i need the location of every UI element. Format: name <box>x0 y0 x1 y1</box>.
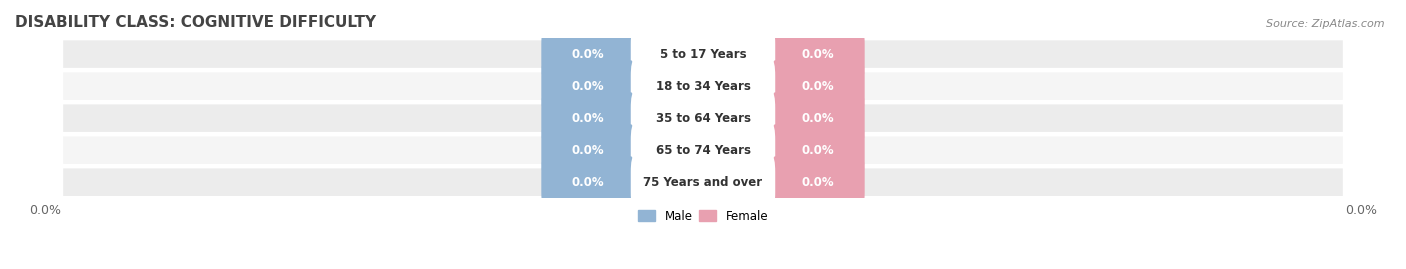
FancyBboxPatch shape <box>541 60 634 112</box>
Legend: Male, Female: Male, Female <box>633 205 773 228</box>
FancyBboxPatch shape <box>631 124 775 176</box>
Text: Source: ZipAtlas.com: Source: ZipAtlas.com <box>1267 19 1385 29</box>
Text: 0.0%: 0.0% <box>801 80 835 93</box>
FancyBboxPatch shape <box>541 156 634 208</box>
Text: 0.0%: 0.0% <box>571 176 605 189</box>
FancyBboxPatch shape <box>63 72 1343 100</box>
FancyBboxPatch shape <box>631 60 775 112</box>
FancyBboxPatch shape <box>631 156 775 208</box>
FancyBboxPatch shape <box>541 92 634 144</box>
Text: 75 Years and over: 75 Years and over <box>644 176 762 189</box>
Text: 0.0%: 0.0% <box>801 48 835 61</box>
FancyBboxPatch shape <box>631 92 775 144</box>
Text: 5 to 17 Years: 5 to 17 Years <box>659 48 747 61</box>
Text: 65 to 74 Years: 65 to 74 Years <box>655 144 751 157</box>
FancyBboxPatch shape <box>772 124 865 176</box>
Text: 0.0%: 0.0% <box>28 204 60 217</box>
FancyBboxPatch shape <box>772 28 865 80</box>
Text: 0.0%: 0.0% <box>571 144 605 157</box>
FancyBboxPatch shape <box>63 40 1343 68</box>
Text: 0.0%: 0.0% <box>801 144 835 157</box>
Text: DISABILITY CLASS: COGNITIVE DIFFICULTY: DISABILITY CLASS: COGNITIVE DIFFICULTY <box>15 15 377 30</box>
FancyBboxPatch shape <box>63 168 1343 196</box>
Text: 35 to 64 Years: 35 to 64 Years <box>655 112 751 125</box>
FancyBboxPatch shape <box>63 136 1343 164</box>
Text: 0.0%: 0.0% <box>801 176 835 189</box>
Text: 0.0%: 0.0% <box>571 112 605 125</box>
Text: 0.0%: 0.0% <box>1346 204 1378 217</box>
Text: 0.0%: 0.0% <box>801 112 835 125</box>
FancyBboxPatch shape <box>631 28 775 80</box>
FancyBboxPatch shape <box>541 124 634 176</box>
FancyBboxPatch shape <box>772 156 865 208</box>
FancyBboxPatch shape <box>541 28 634 80</box>
FancyBboxPatch shape <box>63 104 1343 132</box>
Text: 0.0%: 0.0% <box>571 80 605 93</box>
FancyBboxPatch shape <box>772 60 865 112</box>
Text: 0.0%: 0.0% <box>571 48 605 61</box>
Text: 18 to 34 Years: 18 to 34 Years <box>655 80 751 93</box>
FancyBboxPatch shape <box>772 92 865 144</box>
